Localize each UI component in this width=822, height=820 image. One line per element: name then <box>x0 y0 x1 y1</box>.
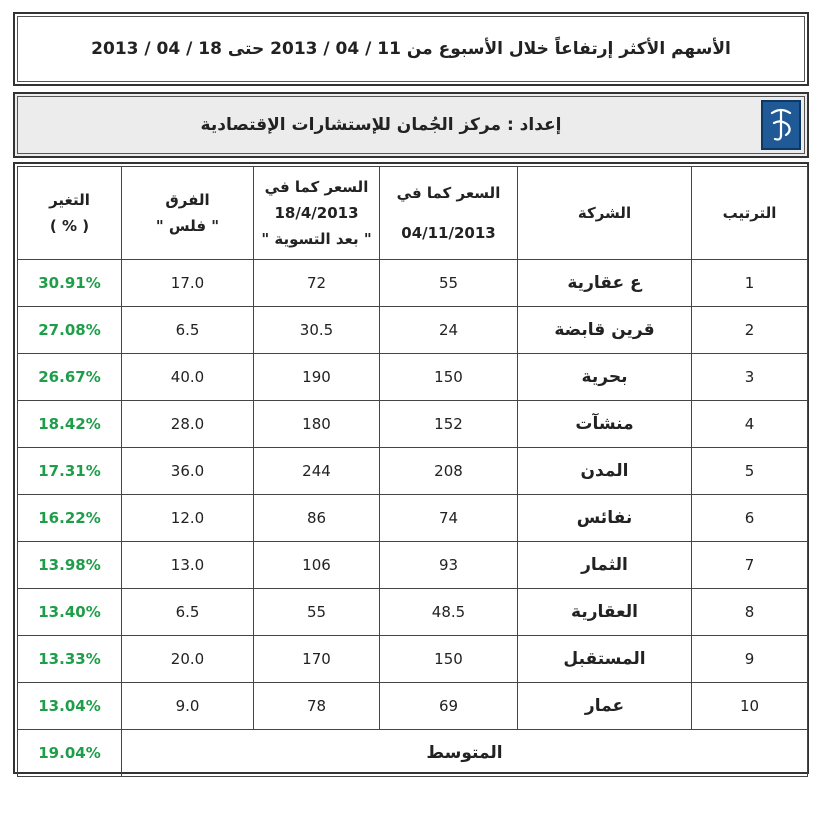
header-rank: الترتيب <box>691 166 808 260</box>
header-price-after: السعر كما في 18/4/2013 " بعد التسوية " <box>253 166 380 260</box>
table-row: 13.04% 9.0 78 69 عمار 10 <box>17 682 808 730</box>
table-row: 16.22% 12.0 86 74 نفائس 6 <box>17 494 808 542</box>
price-after-cell: 244 <box>253 447 380 495</box>
company-cell: بحرية <box>517 353 692 401</box>
header-diff: الفرق " فلس " <box>121 166 254 260</box>
header-diff-unit: " فلس " <box>155 217 220 235</box>
price-after-cell: 106 <box>253 541 380 589</box>
company-cell: المستقبل <box>517 635 692 683</box>
diff-cell: 12.0 <box>121 494 254 542</box>
price-after-cell: 55 <box>253 588 380 636</box>
price-before-cell: 69 <box>379 682 518 730</box>
company-cell: نفائس <box>517 494 692 542</box>
rank-cell: 5 <box>691 447 808 495</box>
change-cell: 27.08% <box>17 306 122 354</box>
report-title: الأسهم الأكثر إرتفاعاً خلال الأسبوع من 1… <box>91 39 731 59</box>
average-change: 19.04% <box>17 729 122 777</box>
price-before-cell: 55 <box>379 259 518 307</box>
table-row: 13.40% 6.5 55 48.5 العقارية 8 <box>17 588 808 636</box>
price-before-cell: 74 <box>379 494 518 542</box>
price-after-cell: 86 <box>253 494 380 542</box>
price-before-cell: 150 <box>379 353 518 401</box>
price-before-cell: 150 <box>379 635 518 683</box>
diff-cell: 20.0 <box>121 635 254 683</box>
rank-cell: 8 <box>691 588 808 636</box>
jumaan-logo-icon <box>761 100 801 150</box>
prepared-by-panel: إعداد : مركز الجُمان للإستشارات الإقتصاد… <box>13 92 809 158</box>
prepared-by-text: إعداد : مركز الجُمان للإستشارات الإقتصاد… <box>200 115 562 135</box>
header-change-unit: ( % ) <box>49 217 90 235</box>
price-before-cell: 152 <box>379 400 518 448</box>
rank-cell: 4 <box>691 400 808 448</box>
price-before-cell: 24 <box>379 306 518 354</box>
price-after-cell: 72 <box>253 259 380 307</box>
company-cell: الثمار <box>517 541 692 589</box>
title-panel: الأسهم الأكثر إرتفاعاً خلال الأسبوع من 1… <box>13 12 809 86</box>
change-cell: 26.67% <box>17 353 122 401</box>
price-after-cell: 30.5 <box>253 306 380 354</box>
header-price-before-date: 04/11/2013 <box>401 224 496 242</box>
table-row: 26.67% 40.0 190 150 بحرية 3 <box>17 353 808 401</box>
rank-cell: 10 <box>691 682 808 730</box>
diff-cell: 17.0 <box>121 259 254 307</box>
change-cell: 13.04% <box>17 682 122 730</box>
change-cell: 13.33% <box>17 635 122 683</box>
price-after-cell: 190 <box>253 353 380 401</box>
stocks-table: التغير ( % ) الفرق " فلس " السعر كما في … <box>17 166 808 777</box>
average-row: 19.04% المتوسط <box>17 729 808 777</box>
company-cell: قرين قابضة <box>517 306 692 354</box>
company-cell: منشآت <box>517 400 692 448</box>
table-row: 30.91% 17.0 72 55 ع عقارية 1 <box>17 259 808 307</box>
diff-cell: 6.5 <box>121 588 254 636</box>
change-cell: 30.91% <box>17 259 122 307</box>
rank-cell: 9 <box>691 635 808 683</box>
diff-cell: 40.0 <box>121 353 254 401</box>
change-cell: 13.40% <box>17 588 122 636</box>
table-row: 18.42% 28.0 180 152 منشآت 4 <box>17 400 808 448</box>
diff-cell: 9.0 <box>121 682 254 730</box>
rank-cell: 2 <box>691 306 808 354</box>
diff-cell: 36.0 <box>121 447 254 495</box>
change-cell: 13.98% <box>17 541 122 589</box>
table-row: 13.98% 13.0 106 93 الثمار 7 <box>17 541 808 589</box>
company-cell: ع عقارية <box>517 259 692 307</box>
price-before-cell: 93 <box>379 541 518 589</box>
table-row: 13.33% 20.0 170 150 المستقبل 9 <box>17 635 808 683</box>
header-change: التغير ( % ) <box>17 166 122 260</box>
table-row: 27.08% 6.5 30.5 24 قرين قابضة 2 <box>17 306 808 354</box>
table-header-row: التغير ( % ) الفرق " فلس " السعر كما في … <box>17 166 808 260</box>
rank-cell: 7 <box>691 541 808 589</box>
company-cell: المدن <box>517 447 692 495</box>
average-label: المتوسط <box>121 729 808 777</box>
diff-cell: 6.5 <box>121 306 254 354</box>
header-change-label: التغير <box>49 191 90 209</box>
header-company: الشركة <box>517 166 692 260</box>
price-after-cell: 78 <box>253 682 380 730</box>
change-cell: 18.42% <box>17 400 122 448</box>
company-cell: عمار <box>517 682 692 730</box>
header-price-before: السعر كما في 04/11/2013 <box>379 166 518 260</box>
rank-cell: 6 <box>691 494 808 542</box>
rank-cell: 3 <box>691 353 808 401</box>
header-price-after-note: " بعد التسوية " <box>261 230 372 248</box>
stocks-table-panel: التغير ( % ) الفرق " فلس " السعر كما في … <box>13 162 809 777</box>
price-before-cell: 48.5 <box>379 588 518 636</box>
diff-cell: 28.0 <box>121 400 254 448</box>
change-cell: 16.22% <box>17 494 122 542</box>
price-after-cell: 170 <box>253 635 380 683</box>
header-price-after-label: السعر كما في <box>264 178 369 196</box>
company-cell: العقارية <box>517 588 692 636</box>
diff-cell: 13.0 <box>121 541 254 589</box>
header-price-before-label: السعر كما في <box>396 184 501 202</box>
header-price-after-date: 18/4/2013 <box>274 204 359 222</box>
rank-cell: 1 <box>691 259 808 307</box>
price-after-cell: 180 <box>253 400 380 448</box>
price-before-cell: 208 <box>379 447 518 495</box>
change-cell: 17.31% <box>17 447 122 495</box>
header-diff-label: الفرق <box>165 191 210 209</box>
table-row: 17.31% 36.0 244 208 المدن 5 <box>17 447 808 495</box>
